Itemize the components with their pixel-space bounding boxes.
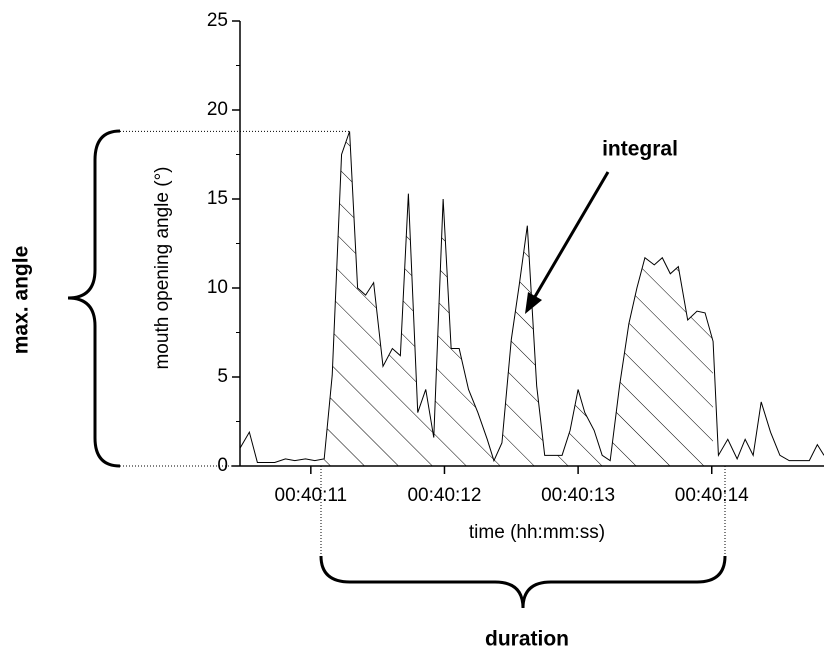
y-tick-label: 15: [207, 188, 228, 209]
duration-brace: [319, 555, 727, 609]
x-tick-label: 00:40:14: [675, 485, 749, 506]
y-axis-label: mouth opening angle (°): [152, 166, 173, 369]
integral-label: integral: [602, 138, 678, 161]
y-tick-label: 20: [207, 99, 228, 120]
line: [239, 131, 824, 463]
y-tick-label: 10: [207, 277, 228, 298]
x-axis-label: time (hh:mm:ss): [469, 522, 605, 543]
x-tick-label: 00:40:11: [275, 485, 348, 506]
max-angle-brace: [67, 129, 121, 468]
x-tick-label: 00:40:12: [407, 485, 481, 506]
duration-label: duration: [485, 628, 569, 651]
arrow: [525, 171, 610, 314]
y-tick-label: 25: [207, 10, 228, 31]
max-angle-label: max. angle: [10, 246, 33, 355]
y-tick-label: 5: [217, 366, 228, 387]
x-tick-label: 00:40:13: [541, 485, 615, 506]
